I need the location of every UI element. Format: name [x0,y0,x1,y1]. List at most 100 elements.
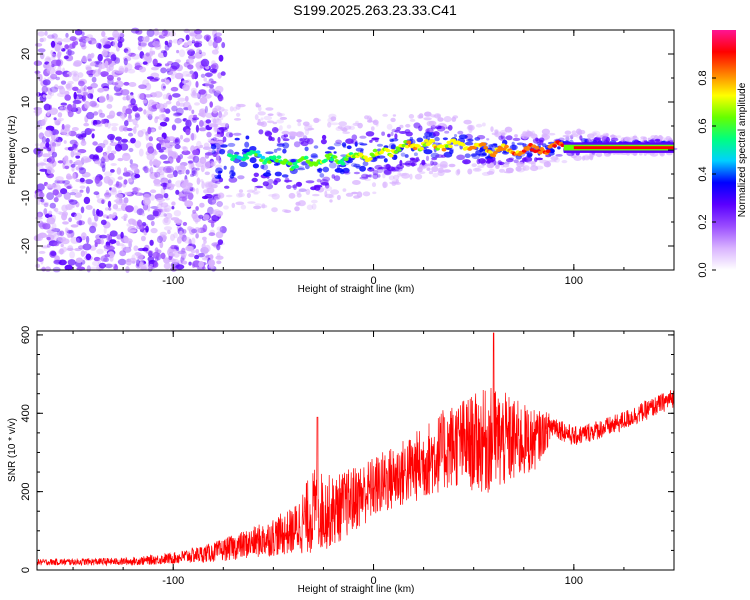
spectrogram-cell [86,34,93,39]
spectrogram-cell [87,58,93,62]
spectrogram-cell [104,207,110,211]
spectrogram-cell [67,110,74,118]
spectrogram-cell [219,226,227,234]
spectrogram-cell [96,210,104,217]
spectrogram-cell [353,195,361,199]
spectrogram-cell [93,191,100,196]
spectrogram-cell [254,203,262,206]
spectrogram-cell [262,172,272,177]
spectrogram-cell [43,115,48,123]
spectrogram-cell [526,130,533,137]
spectrogram-cell [68,130,77,137]
spectrogram-cell [435,125,443,130]
spectrogram-cell [410,162,416,167]
spectrogram-cell [218,95,224,101]
spectrogram-cell [193,227,201,234]
spectrogram-cell [51,214,57,222]
spectrogram-cell [103,44,112,49]
spectrogram-cell [195,233,199,239]
spectrogram-cell [68,217,72,223]
spectrogram-cell [361,173,369,179]
spectrogram-cell [186,48,195,52]
spectrogram-cell [545,149,551,153]
spectrogram-cell [164,40,169,46]
spectrogram-cell [46,111,50,117]
spectrogram-cell [330,116,337,122]
spectrogram-cell [122,153,131,161]
spectrogram-cell [253,205,262,210]
spectrogram-x-tick-label: 100 [565,275,583,287]
spectrogram-cell [112,203,119,210]
spectrogram-cell [134,113,141,121]
spectrogram-cell [51,151,58,158]
spectrogram-cell [162,94,168,100]
spectrogram-cell [378,166,387,170]
spectrogram-cell [238,192,245,198]
spectrogram-cell [54,84,59,90]
spectrogram-cell [48,184,58,189]
spectrogram-cell [204,182,213,190]
spectrogram-cell [104,263,113,269]
spectrogram-cell [348,125,355,130]
spectrogram-cell [364,115,370,120]
spectrogram-cell [38,232,47,239]
spectrogram-cell [343,157,349,162]
spectrogram-cell [164,207,170,213]
spectrogram-cell [88,40,92,45]
spectrogram-cell [67,48,72,56]
spectrogram-cell [107,37,115,41]
spectrogram-cell [202,214,210,221]
spectrogram-cell [506,158,514,163]
spectrogram-cell [43,103,51,111]
spectrogram-cell [412,146,418,151]
spectrogram-cell [88,54,94,59]
spectrogram-cell [109,230,118,237]
spectrogram-cell [329,157,335,162]
spectrogram-cell [81,96,86,101]
spectrogram-cell [94,176,101,184]
spectrogram-cell [124,69,128,73]
spectrogram-cell [78,167,84,171]
spectrogram-cell [115,207,123,212]
spectrogram-cell [84,100,90,109]
spectrogram-cell [125,258,132,266]
spectrogram-cell [60,102,68,106]
spectrogram-cell [627,137,634,142]
spectrogram-cell [127,229,137,233]
spectrogram-cell [45,142,50,148]
spectrogram-cell [44,31,48,36]
spectrogram-cell [128,218,136,225]
spectrogram-cell [146,214,156,221]
spectrogram-cell [284,177,290,184]
spectrogram-cell [126,118,134,123]
spectrogram-cell [68,199,78,205]
spectrogram-cell [203,189,210,194]
spectrogram-cell [277,136,281,144]
spectrogram-cell [132,126,137,134]
spectrogram-cell [401,172,410,179]
spectrogram-cell [115,200,125,205]
spectrogram-cell [295,131,305,138]
spectrogram-cell [237,175,245,180]
spectrogram-cell [99,234,108,239]
spectrogram-cell [191,167,198,175]
spectrogram-cell [91,40,98,45]
spectrogram-cell [492,151,498,155]
spectrogram-x-tick-label: 0 [370,275,376,287]
spectrogram-cell [181,170,185,174]
spectrogram-cell [38,132,45,140]
spectrogram-cell [120,143,129,151]
spectrogram-cell [54,207,59,212]
spectrogram-cell [181,150,191,156]
snr-y-tick-label: 200 [20,482,32,500]
spectrogram-cell [173,251,180,258]
spectrogram-cell [54,44,61,52]
spectrogram-cell [170,73,175,80]
spectrogram-cell [156,235,163,243]
spectrogram-cell [72,103,77,111]
spectrogram-cell [522,165,530,171]
spectrogram-cell [616,135,622,139]
spectrogram-cell [137,93,145,100]
spectrogram-cell [117,32,125,38]
spectrogram-cell [215,210,224,217]
